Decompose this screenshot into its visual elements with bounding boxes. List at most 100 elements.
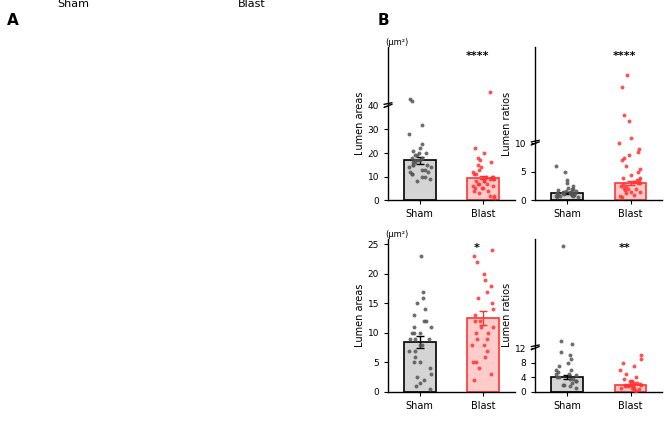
- Point: [425, 371, 436, 377]
- Point: [565, 190, 575, 197]
- Point: [468, 169, 478, 176]
- Point: [474, 365, 484, 372]
- Bar: [551, 193, 583, 200]
- Point: [414, 330, 425, 337]
- Point: [409, 330, 419, 337]
- Point: [419, 173, 430, 180]
- Point: [478, 178, 489, 185]
- Bar: [404, 160, 436, 200]
- Point: [571, 188, 581, 195]
- Text: Sham: Sham: [57, 0, 89, 9]
- Point: [419, 377, 429, 383]
- Point: [558, 189, 569, 196]
- Point: [634, 380, 645, 387]
- Point: [619, 382, 630, 389]
- Point: [632, 168, 643, 175]
- Point: [571, 377, 581, 384]
- Point: [632, 380, 643, 386]
- Text: **: **: [618, 243, 630, 253]
- Y-axis label: Lumen areas: Lumen areas: [355, 284, 365, 347]
- Point: [621, 190, 632, 197]
- Point: [564, 370, 575, 377]
- Point: [624, 151, 634, 158]
- Point: [486, 371, 496, 377]
- Point: [567, 186, 577, 193]
- Point: [551, 367, 561, 374]
- Point: [411, 374, 422, 380]
- Point: [633, 386, 644, 392]
- Point: [571, 377, 581, 384]
- Point: [486, 159, 496, 166]
- Point: [469, 187, 480, 194]
- Point: [469, 253, 480, 260]
- Point: [489, 176, 500, 182]
- Point: [406, 154, 417, 161]
- Bar: [551, 377, 583, 392]
- Point: [627, 385, 638, 391]
- Point: [623, 185, 634, 192]
- Point: [404, 169, 415, 176]
- Point: [622, 383, 633, 390]
- Point: [573, 193, 583, 200]
- Point: [482, 288, 492, 295]
- Point: [407, 98, 417, 104]
- Point: [563, 184, 574, 191]
- Bar: [404, 342, 436, 392]
- Point: [553, 187, 563, 193]
- Point: [488, 306, 498, 313]
- Point: [413, 157, 423, 164]
- Bar: [404, 160, 436, 200]
- Point: [487, 173, 498, 180]
- Point: [559, 190, 569, 197]
- Point: [475, 157, 486, 164]
- Point: [619, 112, 630, 118]
- Point: [468, 183, 478, 190]
- Point: [630, 374, 641, 381]
- Point: [621, 163, 632, 170]
- Point: [403, 164, 414, 170]
- Point: [565, 383, 575, 390]
- Point: [617, 359, 628, 366]
- Point: [616, 83, 627, 90]
- Point: [418, 318, 429, 325]
- Point: [482, 187, 493, 194]
- Point: [468, 377, 479, 383]
- Point: [488, 324, 498, 331]
- Point: [415, 145, 425, 152]
- Point: [562, 177, 573, 184]
- Point: [628, 178, 639, 185]
- Point: [552, 190, 563, 196]
- Point: [568, 183, 579, 190]
- Point: [618, 174, 629, 181]
- Point: [425, 176, 436, 182]
- Point: [626, 134, 636, 141]
- Point: [479, 276, 490, 283]
- Point: [488, 176, 499, 182]
- Point: [554, 374, 565, 381]
- Point: [468, 359, 478, 366]
- Text: ****: ****: [612, 52, 636, 61]
- Point: [634, 177, 644, 184]
- Point: [488, 192, 499, 199]
- Point: [404, 335, 415, 342]
- Point: [422, 161, 433, 168]
- Point: [476, 185, 487, 192]
- Point: [631, 387, 642, 394]
- Point: [474, 180, 484, 187]
- Point: [615, 183, 626, 190]
- Point: [486, 300, 497, 307]
- Point: [409, 312, 419, 319]
- Point: [409, 335, 420, 342]
- Point: [406, 330, 417, 337]
- Point: [471, 359, 482, 366]
- Point: [417, 341, 427, 348]
- Bar: [468, 318, 499, 392]
- Point: [616, 157, 627, 164]
- Point: [565, 367, 576, 374]
- Point: [411, 300, 422, 307]
- Point: [407, 171, 417, 178]
- Point: [565, 352, 576, 359]
- Point: [409, 347, 420, 354]
- Point: [411, 178, 422, 185]
- Point: [561, 187, 572, 194]
